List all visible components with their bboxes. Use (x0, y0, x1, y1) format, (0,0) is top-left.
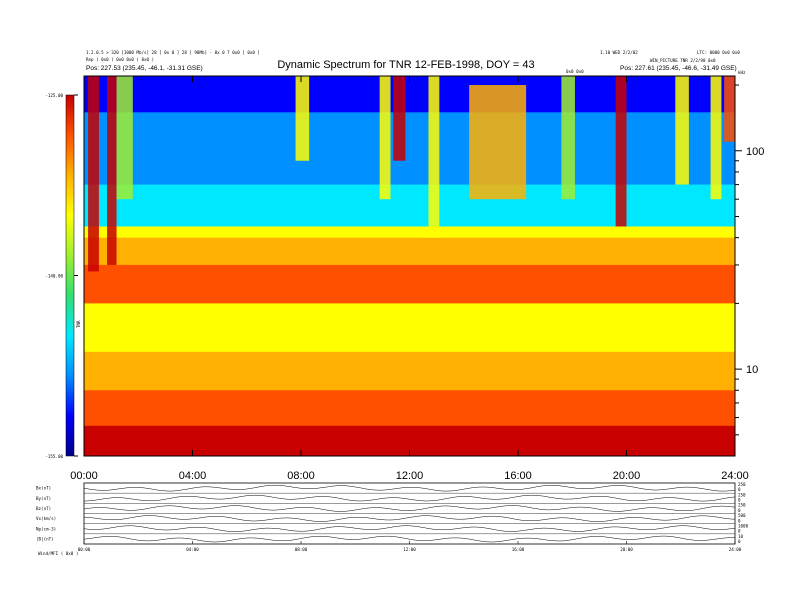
spectrum-band-6 (84, 290, 735, 304)
time-tick-label-3: 12:00 (396, 470, 424, 482)
spectrum-band-3 (84, 226, 735, 239)
spectrum-band-2 (84, 184, 735, 227)
bottom-row-trace-3 (83, 515, 736, 522)
radio-burst-11 (710, 76, 722, 200)
colorbar-tick-label-0: -125.00 (45, 93, 63, 98)
frequency-axis: 100 10 (735, 84, 764, 436)
freq-tick-label-0: 100 (746, 146, 764, 158)
bottom-right-tick-label-11: 0 (738, 539, 741, 544)
bottom-row-trace-4 (83, 525, 736, 532)
radio-burst-5 (393, 76, 406, 161)
colorbar-axis: -125.00 -140.00 -155.00 (45, 93, 78, 459)
header-right-line2: LTC: 0000 0x0 0x0 (697, 50, 740, 55)
bottom-right-tick-label-3: 0 (738, 498, 741, 503)
bottom-time-tick-label-4: 16:00 (512, 547, 525, 552)
bottom-row-trace-1 (83, 494, 736, 502)
spectrogram-area (84, 76, 735, 457)
bottom-row-trace-0 (83, 484, 736, 492)
colorbar-unit-label: TNR (76, 320, 81, 328)
spectrum-band-8 (84, 351, 735, 391)
bottom-right-tick-label-8: 1000 (738, 523, 749, 528)
header-center-note: 0x0 0x0 (566, 69, 584, 74)
bottom-row-label-3: Vx(km/s) (36, 516, 56, 521)
bottom-row-label-0: Bx(nT) (36, 486, 51, 491)
bottom-row-label-5: |B|(nT) (36, 536, 54, 541)
time-tick-label-4: 16:00 (504, 470, 532, 482)
time-tick-label-0: 00:00 (70, 470, 98, 482)
bottom-right-tick-label-9: 0 (738, 529, 741, 534)
bottom-right-tick-label-2: 250 (738, 492, 746, 497)
time-tick-label-2: 08:00 (287, 470, 315, 482)
bottom-right-tick-label-6: 500 (738, 513, 746, 518)
spectrum-band-7 (84, 303, 735, 353)
time-tick-label-5: 20:00 (613, 470, 641, 482)
spectrum-band-5 (84, 264, 735, 291)
bottom-row-label-4: Np(cm-3) (36, 526, 56, 531)
bottom-right-tick-label-5: 0 (738, 508, 741, 513)
bottom-right-tick-label-4: 250 (738, 503, 746, 508)
bottom-time-tick-label-3: 12:00 (403, 547, 416, 552)
header-left-line2: Rep ( 0x0 ) 0x0 0x0 ( 0x0 ) (86, 57, 154, 62)
spectrum-band-9 (84, 390, 735, 427)
colorbar-tick-label-2: -155.00 (45, 454, 63, 459)
bottom-row-trace-5 (83, 535, 735, 543)
radio-burst-12 (724, 76, 735, 142)
bottom-time-tick-label-6: 24:00 (729, 547, 742, 552)
bottom-footer-label: Wind/MFI ( 0x0 ) (38, 551, 78, 556)
chart-title: Dynamic Spectrum for TNR 12-FEB-1998, DO… (277, 59, 534, 71)
radio-burst-3 (295, 76, 310, 161)
radio-burst-7 (469, 85, 527, 200)
bottom-time-tick-label-2: 08:00 (295, 547, 308, 552)
freq-tick-label-1: 10 (746, 364, 758, 376)
time-tick-label-1: 04:00 (179, 470, 207, 482)
colorbar-tick-label-1: -140.00 (45, 274, 63, 279)
bottom-time-tick-label-0: 00:00 (78, 547, 91, 552)
header-right-line3: WIN_PICTURE TNR 2/2/98 0x0 (650, 58, 716, 63)
bottom-right-tick-label-0: 250 (738, 482, 746, 487)
solar-wind-panel: Bx(nT) By(nT) Bz(nT) Vx(km/s) Np(cm-3) |B|(nT… (36, 482, 749, 552)
bottom-row-label-2: Bz(nT) (36, 506, 51, 511)
header-right-line1: 1.10 WED 2/2/02 (600, 50, 638, 55)
bottom-right-tick-label-7: 0 (738, 518, 741, 523)
radio-burst-9 (615, 76, 627, 227)
bottom-right-tick-label-10: 10 (738, 534, 744, 539)
radio-burst-8 (561, 76, 575, 200)
radio-burst-4 (379, 76, 391, 200)
bottom-row-label-1: By(nT) (36, 496, 51, 501)
radio-burst-1 (107, 76, 117, 265)
spectrum-band-1 (84, 112, 735, 186)
bottom-right-tick-label-1: 0 (738, 487, 741, 492)
spectrum-band-4 (84, 237, 735, 266)
header-left-line1: 1.2.0.5 > 320 [1000 Mb/s] 28 [ 0x 0 ] 28… (86, 50, 260, 55)
radio-burst-2 (116, 76, 133, 200)
time-axis: 00:00 04:00 08:00 12:00 16:00 20:00 24:00 (70, 76, 749, 482)
bottom-time-tick-label-1: 04:00 (186, 547, 199, 552)
bottom-time-tick-label-5: 20:00 (620, 547, 633, 552)
colorbar (65, 94, 75, 457)
header-right-position: Pos: 227.61 (235.45, -46.6, -31.49 GSE) (620, 65, 737, 72)
frequency-unit-label: kHz (738, 70, 746, 75)
time-tick-label-6: 24:00 (721, 470, 749, 482)
radio-burst-10 (675, 76, 689, 185)
header-left-position: Pos: 227.53 (235.45, -46.1, -31.31 GSE) (86, 65, 203, 72)
radio-burst-6 (428, 76, 440, 238)
bottom-row-trace-2 (83, 505, 736, 512)
radio-burst-0 (88, 76, 99, 272)
